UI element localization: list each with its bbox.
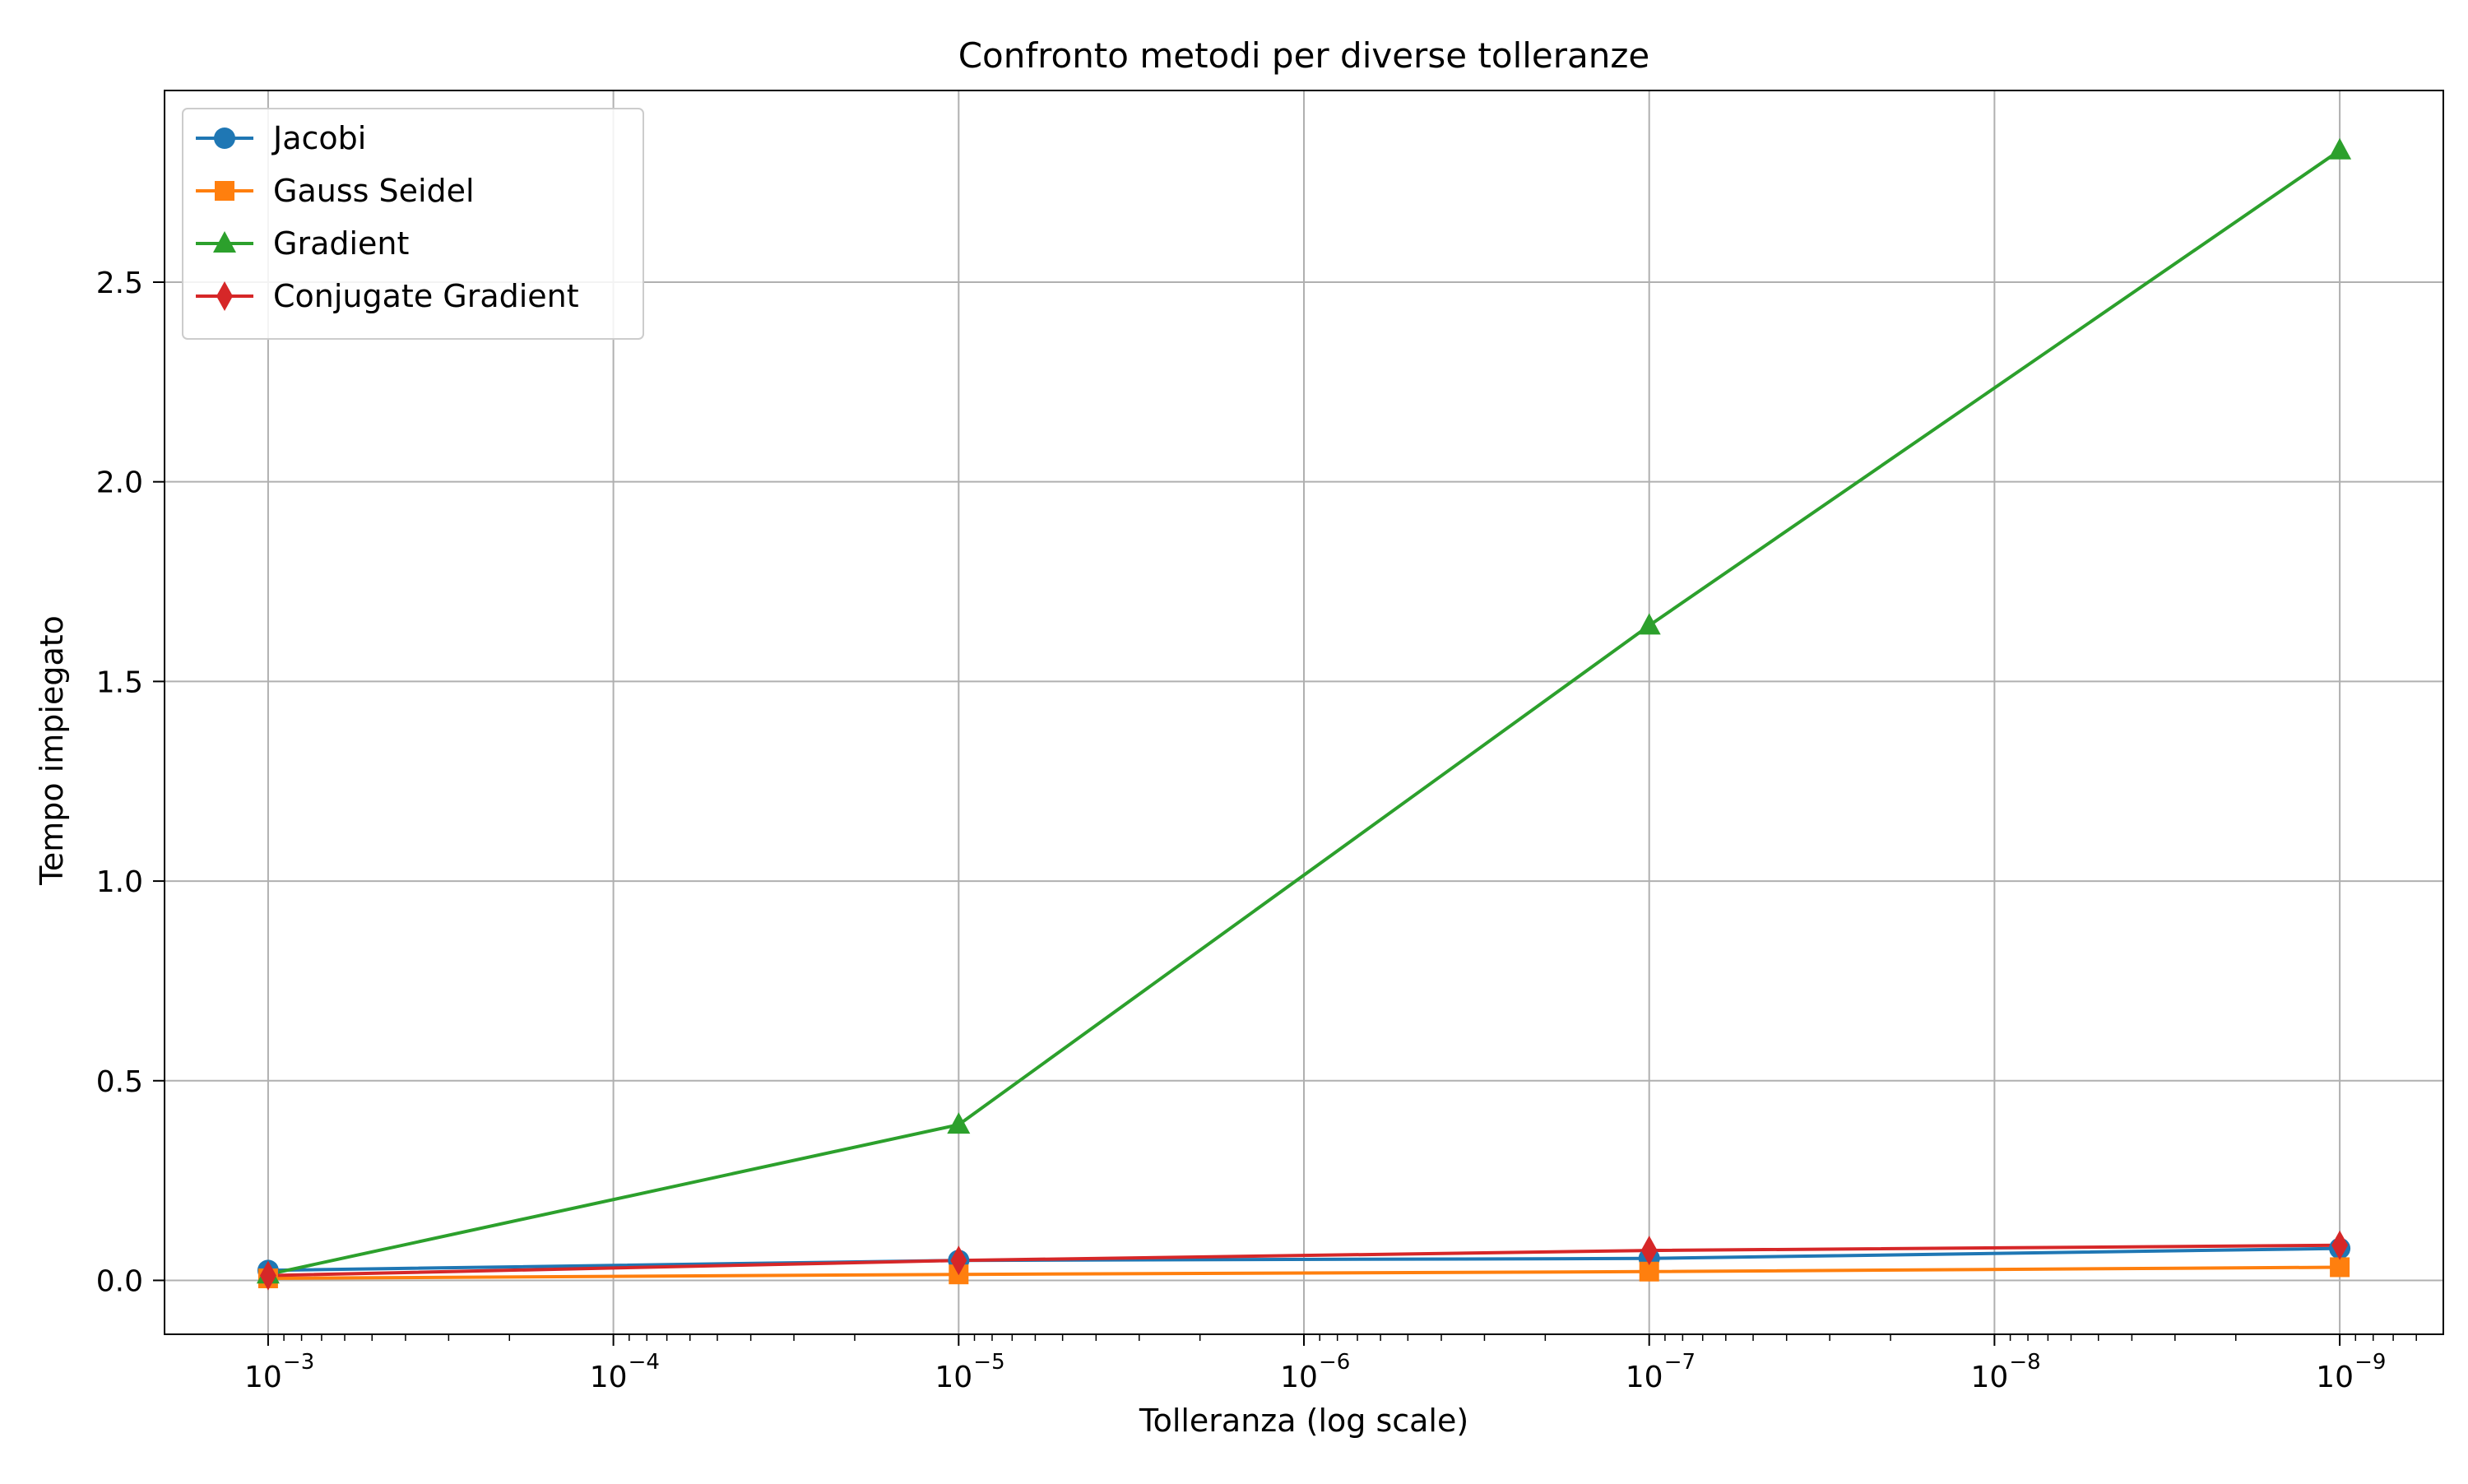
data-point-gradient — [1637, 613, 1661, 635]
legend-box — [182, 108, 644, 340]
x-tick-exponent: −7 — [1664, 1350, 1696, 1375]
data-point-conjugate-gradient — [2331, 1230, 2349, 1260]
data-point-gauss-seidel — [2330, 1257, 2350, 1278]
y-tick-label: 0.0 — [96, 1264, 143, 1298]
legend-entry-conjugate-gradient: Conjugate Gradient — [196, 278, 579, 314]
y-axis-label: Tempo impiegato — [34, 615, 70, 886]
y-tick-label: 1.5 — [96, 665, 143, 699]
x-tick-exponent: −8 — [2009, 1350, 2040, 1375]
x-tick-exponent: −3 — [283, 1350, 314, 1375]
legend-label: Jacobi — [271, 120, 366, 156]
x-tick-exponent: −6 — [1319, 1350, 1350, 1375]
x-tick-label: 10 −8 — [1970, 1350, 2040, 1394]
series-markers — [256, 137, 2352, 1291]
x-tick-base: 10 — [935, 1361, 972, 1394]
data-point-conjugate-gradient — [1640, 1236, 1658, 1266]
x-tick-base: 10 — [590, 1361, 628, 1394]
legend-entry-gauss-seidel: Gauss Seidel — [196, 173, 475, 209]
legend-swatch-marker — [214, 128, 235, 149]
legend-label: Gauss Seidel — [273, 173, 475, 209]
data-point-conjugate-gradient — [259, 1260, 276, 1291]
series-line-gradient — [267, 149, 2341, 1277]
x-tick-base: 10 — [1626, 1361, 1663, 1394]
legend-swatch-marker — [213, 231, 236, 253]
x-axis-label: Tolleranza (log scale) — [1139, 1403, 1468, 1439]
legend-entry-gradient: Gradient — [196, 225, 409, 262]
x-tick-label: 10 −6 — [1280, 1350, 1350, 1394]
x-tick-base: 10 — [1970, 1361, 2008, 1394]
x-tick-label: 10 −3 — [244, 1350, 314, 1394]
y-tick-label: 0.5 — [96, 1065, 143, 1099]
series-line-gauss-seidel — [267, 1265, 2340, 1280]
grid — [165, 90, 2443, 1334]
x-tick-label: 10 −5 — [935, 1350, 1004, 1394]
legend-swatch-marker — [216, 281, 233, 311]
x-tick-label: 10 −7 — [1626, 1350, 1696, 1394]
x-tick-exponent: −5 — [973, 1350, 1004, 1375]
axes: 10 −3 10 −4 10 −5 10 −6 10 −7 10 −8 10 −90.00.51.01.5… — [96, 267, 2417, 1394]
x-tick-exponent: −4 — [629, 1350, 660, 1375]
x-tick-label: 10 −9 — [2316, 1350, 2386, 1394]
series-line-conjugate-gradient — [267, 1243, 2340, 1278]
y-tick-label: 2.5 — [96, 267, 143, 300]
legend-label: Gradient — [273, 225, 409, 262]
series-line-jacobi — [267, 1246, 2340, 1273]
data-point-conjugate-gradient — [950, 1245, 967, 1276]
x-tick-base: 10 — [2316, 1361, 2354, 1394]
legend-entry-jacobi: Jacobi — [196, 120, 366, 156]
x-tick-label: 10 −4 — [590, 1350, 660, 1394]
x-tick-exponent: −9 — [2354, 1350, 2386, 1375]
legend: Jacobi Gauss Seidel Gradient Conjugate Grad… — [182, 108, 644, 340]
x-tick-base: 10 — [1280, 1361, 1318, 1394]
legend-label: Conjugate Gradient — [273, 278, 579, 314]
data-point-gradient — [947, 1112, 971, 1134]
data-point-gradient — [2328, 137, 2352, 160]
x-tick-base: 10 — [244, 1361, 282, 1394]
chart-title: Confronto metodi per diverse tolleranze — [958, 35, 1650, 76]
series-lines — [267, 149, 2341, 1280]
y-tick-label: 1.0 — [96, 865, 143, 899]
legend-swatch-marker — [215, 181, 234, 201]
y-tick-label: 2.0 — [96, 466, 143, 500]
